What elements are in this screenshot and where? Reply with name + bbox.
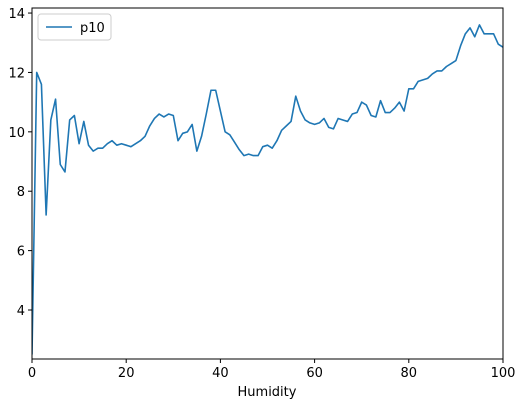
plot-frame xyxy=(31,7,504,360)
legend-label: p10 xyxy=(80,21,105,36)
y-tick-label: 12 xyxy=(8,66,25,81)
y-tick-label: 10 xyxy=(8,126,25,141)
x-tick-label: 100 xyxy=(491,366,516,381)
x-tick-label: 0 xyxy=(28,366,36,381)
x-tick-label: 80 xyxy=(401,366,418,381)
y-tick-label: 6 xyxy=(17,245,25,260)
y-tick-label: 8 xyxy=(17,185,25,200)
x-tick-label: 20 xyxy=(118,366,135,381)
legend-box xyxy=(37,13,112,41)
x-tick-label: 40 xyxy=(212,366,229,381)
series-line xyxy=(32,24,503,355)
y-tick-label: 4 xyxy=(17,304,25,319)
y-tick-label: 14 xyxy=(8,7,25,22)
x-tick-label: 60 xyxy=(306,366,323,381)
x-axis-label: Humidity xyxy=(238,385,297,400)
